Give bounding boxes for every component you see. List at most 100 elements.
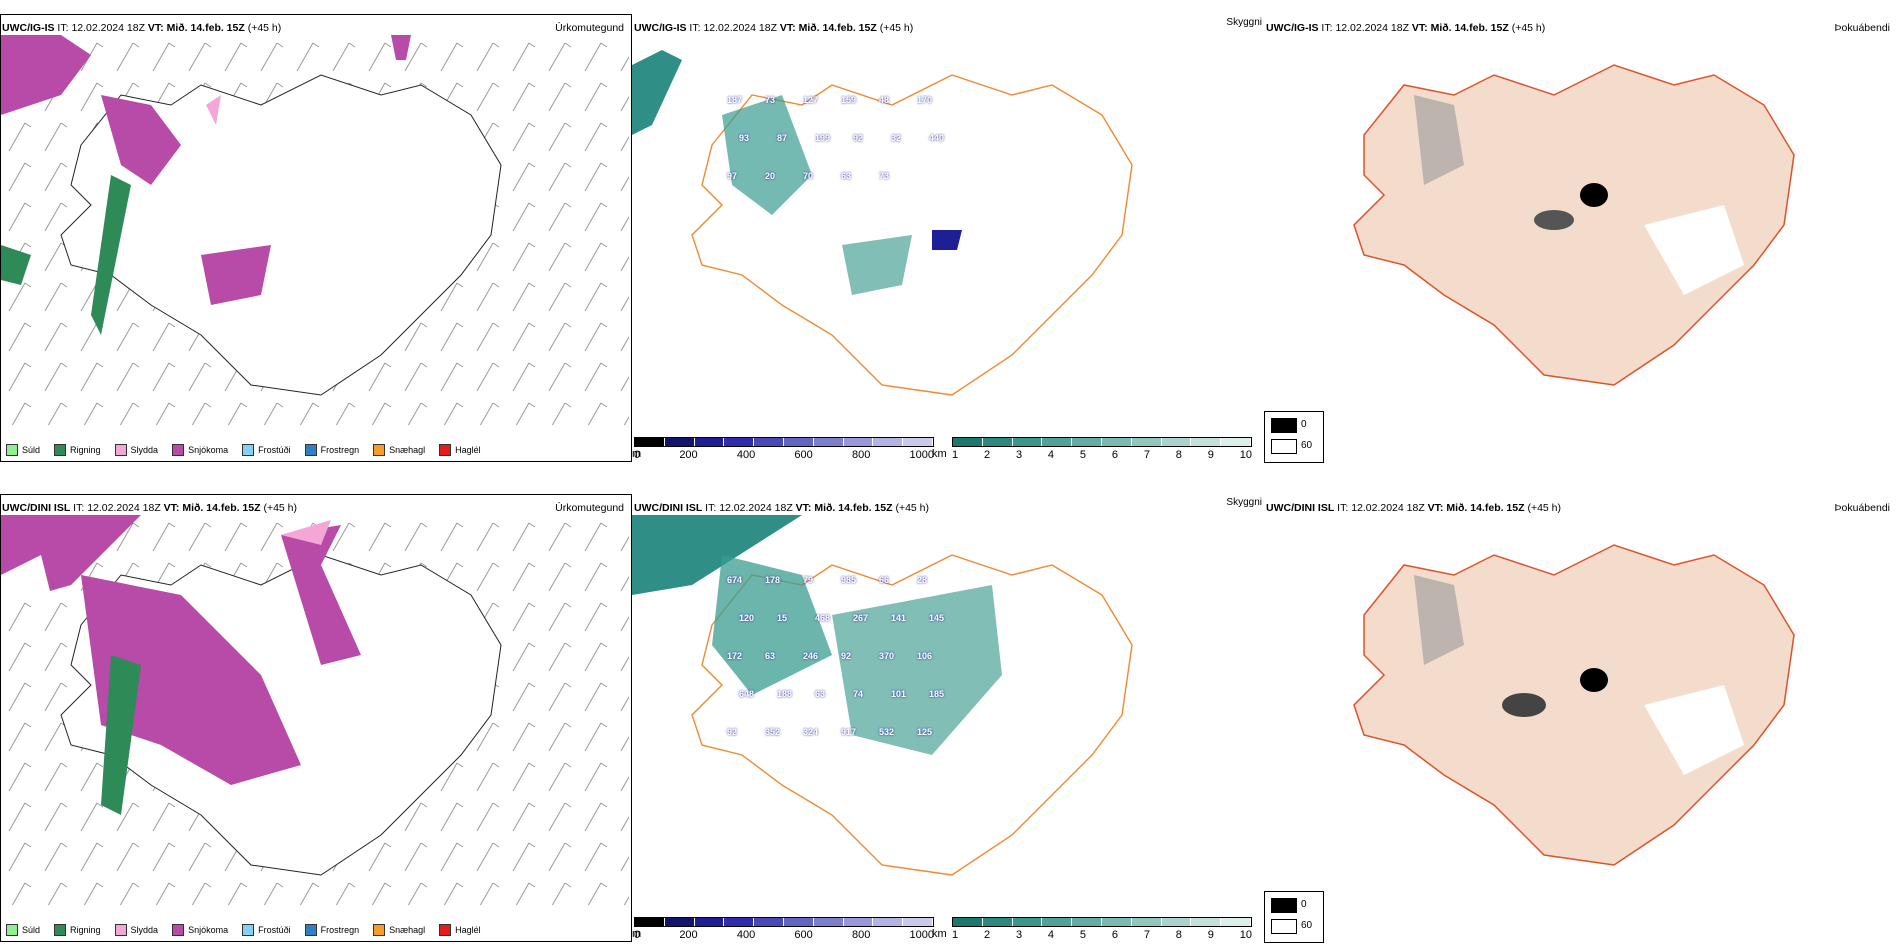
- colorbar-swatch: [1221, 438, 1251, 446]
- panel-header: UWC/IG-IS IT: 12.02.2024 18Z VT: Mið. 14…: [2, 22, 281, 34]
- colorbar-swatch: [953, 438, 983, 446]
- colorbar-m: 0 200 400 600 800 1000 m: [632, 917, 934, 943]
- visibility-value-label: 125: [917, 727, 933, 737]
- colorbar-swatch: [754, 918, 784, 926]
- legend-swatch: [439, 444, 452, 456]
- visibility-value-label: 172: [727, 651, 743, 661]
- visibility-value-label: 188: [777, 689, 793, 699]
- colorbar-ticks: 0 200 400 600 800 1000: [634, 929, 934, 941]
- iceland-outline: [1353, 544, 1795, 866]
- fog-map: [1353, 544, 1795, 866]
- colorbar-swatch: [953, 918, 983, 926]
- visibility-value-label: 145: [929, 613, 945, 623]
- legend-item: Snjókoma: [172, 924, 228, 936]
- precip-map: [1, 515, 629, 905]
- init-time: 12.02.2024 18Z: [71, 22, 145, 34]
- colorbar-swatch: [754, 438, 784, 446]
- visibility-value-label: 170: [917, 95, 933, 105]
- visibility-value-label: 917: [841, 727, 857, 737]
- low-visibility-area: [712, 555, 832, 695]
- visibility-value-label: 92: [853, 133, 864, 143]
- colorbar-swatch: [783, 918, 814, 926]
- colorbar-ticks: 0 200 400 600 800 1000: [634, 449, 934, 461]
- colorbar-swatch: [1042, 438, 1073, 446]
- precip-legend: Súld Rigning Slydda Snjókoma Frostúði Fr…: [6, 922, 489, 938]
- panel-title: Þokuábendi: [1834, 502, 1890, 514]
- colorbar-swatch: [982, 918, 1013, 926]
- visibility-value-label: 73: [879, 171, 890, 181]
- fog-legend-swatch: [1271, 919, 1297, 934]
- panel-title: Skyggni: [1226, 17, 1262, 28]
- fog-area: [1534, 210, 1574, 230]
- legend-item: Haglél: [439, 444, 481, 456]
- legend-item: Rigning: [54, 924, 101, 936]
- colorbar-swatch: [1101, 918, 1132, 926]
- panel-header: UWC/DINI ISL IT: 12.02.2024 18Z VT: Mið.…: [634, 502, 930, 514]
- visibility-value-label: 352: [765, 727, 781, 737]
- fog-map: [1353, 64, 1795, 386]
- panel-frame: [0, 14, 632, 462]
- visibility-panel: UWC/IG-IS IT: 12.02.2024 18Z VT: Mið. 14…: [632, 0, 1264, 470]
- visibility-value-label: 324: [803, 727, 819, 737]
- sleet-area: [281, 520, 331, 545]
- colorbar-swatch: [873, 438, 904, 446]
- panel-frame: [0, 494, 632, 942]
- legend-item: Frostúði: [242, 444, 291, 456]
- colorbar-swatch: [635, 918, 665, 926]
- legend-swatch: [54, 924, 67, 936]
- visibility-value-label: 106: [917, 651, 933, 661]
- colorbar-swatch: [1131, 918, 1162, 926]
- visibility-value-label: 79: [803, 575, 814, 585]
- panel-title: Úrkomutegund: [555, 502, 624, 514]
- fog-panel: UWC/IG-IS IT: 12.02.2024 18Z VT: Mið. 14…: [1264, 0, 1900, 470]
- colorbar-swatch: [1012, 438, 1043, 446]
- legend-swatch: [6, 924, 18, 936]
- sleet-area: [206, 95, 221, 125]
- legend-swatch: [114, 444, 127, 456]
- clear-area: [1, 555, 51, 605]
- low-visibility-area: [632, 50, 682, 135]
- colorbar-swatch: [694, 438, 725, 446]
- fog-legend-swatch: [1271, 418, 1297, 433]
- legend-item: Haglél: [439, 924, 481, 936]
- legend-swatch: [114, 924, 127, 936]
- iceland-outline: [1353, 64, 1795, 386]
- visibility-value-label: 159: [841, 95, 857, 105]
- colorbar-unit: km: [932, 448, 947, 460]
- panel-title: Þokuábendi: [1834, 22, 1890, 34]
- visibility-value-label: 74: [853, 689, 864, 699]
- snow-area: [81, 575, 301, 785]
- visibility-value-label: 92: [841, 651, 852, 661]
- visibility-map: [632, 50, 1133, 396]
- vt-label: VT:: [147, 22, 164, 34]
- panel-title: Úrkomutegund: [555, 22, 624, 34]
- colorbar-swatch: [783, 438, 814, 446]
- legend-swatch: [304, 444, 317, 456]
- legend-swatch: [439, 924, 452, 936]
- forecast-row-ig: UWC/IG-IS IT: 12.02.2024 18Z VT: Mið. 14…: [0, 0, 1900, 470]
- visibility-value-label: 178: [765, 575, 781, 585]
- visibility-value-label: 48: [879, 95, 890, 105]
- snow-area: [201, 245, 271, 305]
- fog-area: [1502, 693, 1546, 717]
- colorbar-km: 1 2 3 4 5 6 7 8 9 10 km: [932, 437, 1252, 463]
- legend-item: Snæhagl: [373, 444, 425, 456]
- precip-legend: Súld Rigning Slydda Snjókoma Frostúði Fr…: [6, 442, 489, 458]
- visibility-value-label: 15: [777, 613, 788, 623]
- colorbar-swatches: [952, 917, 1252, 927]
- visibility-value-label: 532: [879, 727, 895, 737]
- legend-swatch: [242, 924, 255, 936]
- colorbar-swatch: [1101, 438, 1132, 446]
- legend-item: Frostregn: [304, 444, 359, 456]
- colorbar-swatch: [1161, 438, 1192, 446]
- panel-header: UWC/IG-IS IT: 12.02.2024 18Z VT: Mið. 14…: [1266, 22, 1546, 34]
- rain-area: [101, 655, 141, 815]
- colorbar-swatch: [635, 438, 665, 446]
- snow-area: [281, 525, 361, 665]
- glacier: [1644, 205, 1744, 295]
- fog-legend-swatch: [1271, 898, 1297, 913]
- forecast-row-dini: UWC/DINI ISL IT: 12.02.2024 18Z VT: Mið.…: [0, 480, 1900, 950]
- visibility-value-label: 63: [765, 651, 776, 661]
- colorbar-swatch: [664, 918, 695, 926]
- fog-panel: UWC/DINI ISL IT: 12.02.2024 18Z VT: Mið.…: [1264, 480, 1900, 950]
